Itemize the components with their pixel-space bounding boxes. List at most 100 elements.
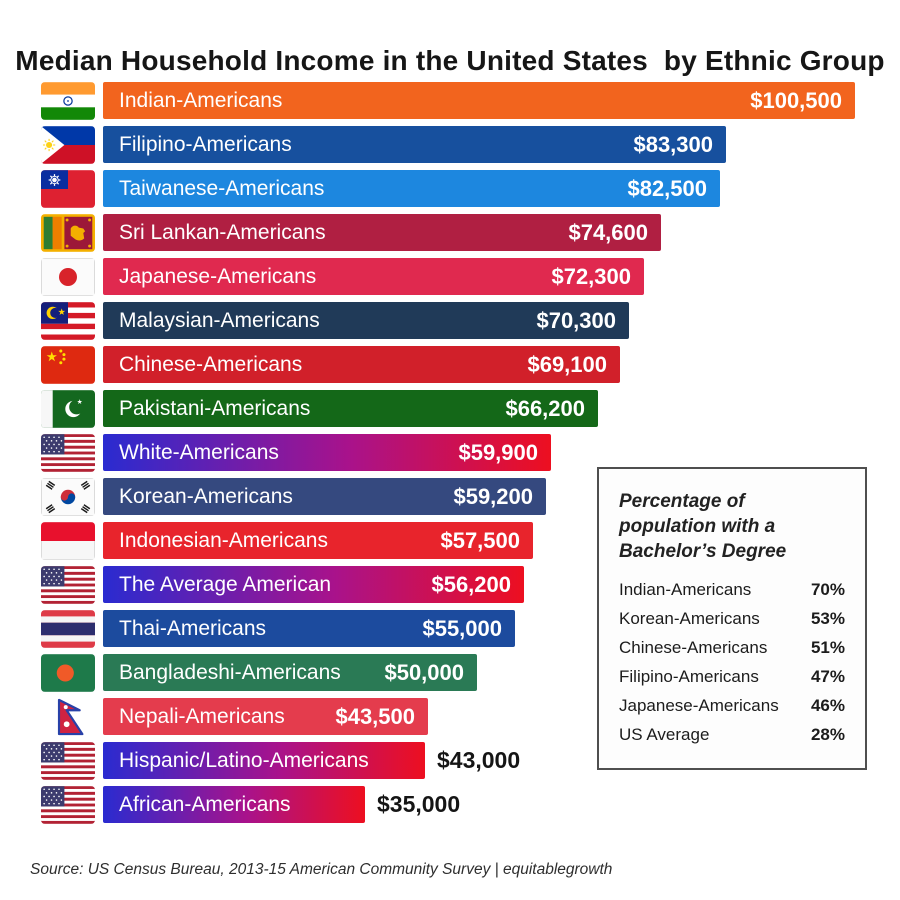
bar-label: Korean-Americans	[119, 484, 293, 508]
panel-row-value: 47%	[810, 667, 845, 687]
bar-value: $100,500	[750, 87, 842, 113]
panel-row: US Average 28%	[619, 725, 845, 745]
bar-value: $74,600	[568, 219, 648, 245]
usa-flag-icon	[40, 786, 96, 824]
panel-title: Percentage of population with a Bachelor…	[619, 491, 787, 563]
bar-row: Hispanic/Latino-Americans $43,000 $43,00…	[40, 742, 855, 779]
bar-label: Filipino-Americans	[119, 132, 292, 156]
usa-flag-icon	[40, 566, 96, 604]
chart-title: Median Household Income in the United St…	[15, 44, 885, 76]
bar-label: Hispanic/Latino-Americans	[119, 748, 369, 772]
income-bar: Indonesian-Americans $57,500	[103, 522, 533, 559]
taiwan-flag-icon	[40, 170, 96, 208]
bar-value: $43,500	[335, 703, 415, 729]
income-bar: Indian-Americans $100,500	[103, 82, 855, 119]
income-bar: Japanese-Americans $72,300	[103, 258, 644, 295]
bar-label: Taiwanese-Americans	[119, 176, 325, 200]
usa-flag-icon	[40, 434, 96, 472]
panel-row-value: 28%	[810, 725, 845, 745]
bar-row: Chinese-Americans $69,100 $69,100	[40, 346, 855, 383]
bar-value: $55,000	[422, 615, 502, 641]
income-bar: Korean-Americans $59,200	[103, 478, 546, 515]
bar-value: $50,000	[384, 659, 464, 685]
bar-label: Thai-Americans	[119, 616, 267, 640]
bachelors-degree-panel: Percentage of population with a Bachelor…	[597, 467, 867, 771]
bar-value: $43,000	[437, 747, 521, 773]
bar-value: $66,200	[505, 395, 585, 421]
bar-value: $35,000	[377, 791, 461, 817]
panel-row-label: Chinese-Americans	[619, 638, 768, 658]
income-bar: Taiwanese-Americans $82,500	[103, 170, 720, 207]
bar-row: Korean-Americans $59,200 $59,200	[40, 478, 855, 515]
panel-row-label: Filipino-Americans	[619, 667, 759, 687]
income-bar: Sri Lankan-Americans $74,600	[103, 214, 661, 251]
bar-row: Bangladeshi-Americans $50,000 $50,000	[40, 654, 855, 691]
source-note: Source: US Census Bureau, 2013-15 Americ…	[30, 861, 613, 878]
panel-row-value: 46%	[810, 696, 845, 716]
bar-value: $82,500	[627, 175, 707, 201]
income-bar: Chinese-Americans $69,100	[103, 346, 620, 383]
india-flag-icon	[40, 82, 96, 120]
income-bar: African-Americans $35,000	[103, 786, 365, 823]
bar-row: Pakistani-Americans $66,200 $66,200	[40, 390, 855, 427]
panel-row-label: US Average	[619, 725, 710, 745]
income-bar: Hispanic/Latino-Americans $43,000	[103, 742, 425, 779]
bar-value: $57,500	[440, 527, 520, 553]
panel-row-value: 51%	[810, 638, 845, 658]
bar-label: Chinese-Americans	[119, 352, 303, 376]
bar-value: $69,100	[527, 351, 607, 377]
bar-label: Japanese-Americans	[119, 264, 317, 288]
bar-row: Sri Lankan-Americans $74,600 $74,600	[40, 214, 855, 251]
income-bar: White-Americans $59,900	[103, 434, 551, 471]
panel-row: Filipino-Americans 47%	[619, 667, 845, 687]
bar-value: $72,300	[551, 263, 631, 289]
income-bar: Thai-Americans $55,000	[103, 610, 515, 647]
usa-flag-icon	[40, 742, 96, 780]
income-bar: Malaysian-Americans $70,300	[103, 302, 629, 339]
panel-row-value: 53%	[810, 609, 845, 629]
panel-row-label: Japanese-Americans	[619, 696, 779, 716]
bar-label: White-Americans	[119, 440, 279, 464]
income-bar: Bangladeshi-Americans $50,000	[103, 654, 477, 691]
bar-row: The Average American $56,200 $56,200	[40, 566, 855, 603]
philippines-flag-icon	[40, 126, 96, 164]
panel-row: Chinese-Americans 51%	[619, 638, 845, 658]
income-bar: Filipino-Americans $83,300	[103, 126, 726, 163]
bar-row: Japanese-Americans $72,300 $72,300	[40, 258, 855, 295]
malaysia-flag-icon	[40, 302, 96, 340]
income-bar: Pakistani-Americans $66,200	[103, 390, 598, 427]
bar-label: Sri Lankan-Americans	[119, 220, 326, 244]
bar-value: $56,200	[431, 571, 511, 597]
bar-label: Indonesian-Americans	[119, 528, 328, 552]
bar-row: Taiwanese-Americans $82,500 $82,500	[40, 170, 855, 207]
bar-row: Malaysian-Americans $70,300 $70,300	[40, 302, 855, 339]
bar-value: $59,900	[458, 439, 538, 465]
nepal-flag-icon	[40, 698, 96, 736]
japan-flag-icon	[40, 258, 96, 296]
bar-label: Indian-Americans	[119, 88, 283, 112]
bar-label: Bangladeshi-Americans	[119, 660, 341, 684]
panel-row: Indian-Americans 70%	[619, 580, 845, 600]
bar-label: The Average American	[119, 572, 332, 596]
bar-row: Nepali-Americans $43,500 $43,500	[40, 698, 855, 735]
bar-label: African-Americans	[119, 792, 291, 816]
indonesia-flag-icon	[40, 522, 96, 560]
bar-row: Indian-Americans $100,500 $100,500	[40, 82, 855, 119]
bar-row: African-Americans $35,000 $35,000	[40, 786, 855, 823]
income-bar: Nepali-Americans $43,500	[103, 698, 428, 735]
bar-value: $59,200	[453, 483, 533, 509]
bar-row: Indonesian-Americans $57,500 $57,500	[40, 522, 855, 559]
south-korea-flag-icon	[40, 478, 96, 516]
income-bar-chart: Indian-Americans $100,500 $100,500 Filip…	[40, 82, 855, 830]
panel-rows: Indian-Americans 70% Korean-Americans 53…	[619, 580, 845, 745]
sri-lanka-flag-icon	[40, 214, 96, 252]
panel-row: Korean-Americans 53%	[619, 609, 845, 629]
bar-row: Thai-Americans $55,000 $55,000	[40, 610, 855, 647]
income-bar: The Average American $56,200	[103, 566, 524, 603]
bar-label: Nepali-Americans	[119, 704, 285, 728]
panel-row: Japanese-Americans 46%	[619, 696, 845, 716]
bar-label: Malaysian-Americans	[119, 308, 320, 332]
bangladesh-flag-icon	[40, 654, 96, 692]
bar-row: Filipino-Americans $83,300 $83,300	[40, 126, 855, 163]
